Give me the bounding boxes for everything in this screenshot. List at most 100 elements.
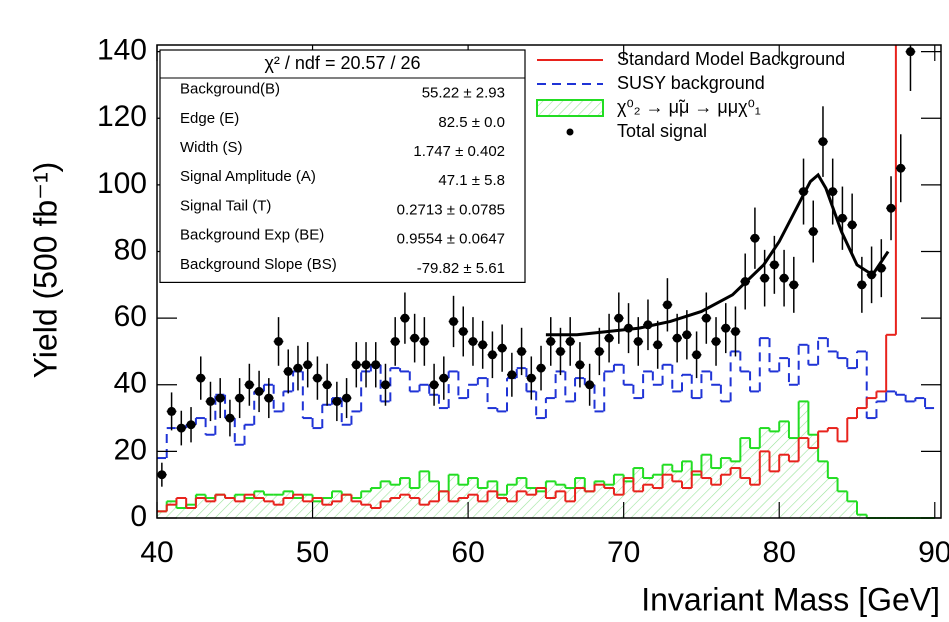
data-point <box>896 163 906 173</box>
hist-fill <box>545 481 556 518</box>
hist-fill <box>497 494 507 518</box>
hist-fill <box>788 438 799 518</box>
hist-fill <box>273 494 284 518</box>
hist-fill <box>837 491 848 518</box>
data-point <box>419 336 429 346</box>
hist-fill <box>643 478 653 518</box>
data-point <box>662 300 672 310</box>
stat-label: Signal Amplitude (A) <box>180 168 316 185</box>
hist-fill <box>215 494 226 518</box>
stat-value: 0.9554 ± 0.0647 <box>397 231 505 248</box>
hist-fill <box>322 498 332 518</box>
hist-fill <box>293 498 303 518</box>
data-point <box>167 406 177 416</box>
data-point <box>730 326 740 336</box>
hist-fill <box>604 484 614 518</box>
stat-label: Background Slope (BS) <box>180 256 337 273</box>
hist-fill <box>429 481 439 518</box>
hist-fill <box>526 488 537 518</box>
data-point <box>837 213 847 223</box>
data-point <box>458 326 468 336</box>
hist-fill <box>672 471 682 518</box>
hist-fill <box>662 464 673 518</box>
data-point <box>497 343 507 353</box>
x-tick-label: 60 <box>451 536 484 569</box>
plot-frame <box>156 44 942 519</box>
data-point <box>478 340 488 350</box>
data-point <box>886 203 896 213</box>
data-point <box>235 393 245 403</box>
hist-fill <box>565 488 576 518</box>
hist-fill <box>720 458 731 518</box>
stat-value: 0.2713 ± 0.0785 <box>397 201 505 218</box>
data-point <box>555 346 565 356</box>
plot-area <box>157 45 935 519</box>
hist-fill <box>613 474 624 518</box>
legend-label: Standard Model Background <box>617 49 845 69</box>
data-point <box>614 313 624 323</box>
data-point <box>750 233 760 243</box>
hist-fill <box>477 488 488 518</box>
data-point <box>857 280 867 290</box>
fit-curve <box>545 172 890 337</box>
hist-fill <box>759 428 770 518</box>
data-point <box>254 386 264 396</box>
data-point <box>283 366 293 376</box>
data-point <box>808 227 818 237</box>
data-point <box>410 333 420 343</box>
data-point <box>594 346 604 356</box>
hist-fill <box>458 484 469 518</box>
hist-fill <box>380 481 391 518</box>
data-point <box>526 373 536 383</box>
data-point <box>905 47 915 57</box>
x-axis-title: Invariant Mass [GeV] <box>641 581 940 617</box>
x-tick-label: 70 <box>607 536 640 569</box>
hist-fill <box>857 514 867 518</box>
data-point <box>487 350 497 360</box>
hist-fill <box>701 454 712 518</box>
hist-fill <box>682 461 692 518</box>
data-point <box>692 350 702 360</box>
legend-label: χ⁰₂ → μ̃μ → μμχ⁰₁ <box>617 97 761 117</box>
data-point <box>828 187 838 197</box>
y-tick-label: 60 <box>114 300 147 333</box>
y-tick-label: 0 <box>130 500 147 533</box>
data-point <box>682 330 692 340</box>
stat-value: 47.1 ± 5.8 <box>438 172 505 189</box>
y-axis-title: Yield (500 fb⁻¹) <box>27 162 63 379</box>
stat-value: -79.82 ± 5.61 <box>417 260 505 277</box>
data-point <box>205 396 215 406</box>
data-point <box>818 137 828 147</box>
y-tick-label: 100 <box>97 167 147 200</box>
stat-label: Signal Tail (T) <box>180 197 271 214</box>
data-point <box>293 363 303 373</box>
stat-value: 82.5 ± 0.0 <box>438 114 505 131</box>
hist-fill <box>205 498 216 518</box>
data-point <box>176 423 186 433</box>
data-point <box>225 413 235 423</box>
data-point <box>186 420 196 430</box>
hist-fill <box>468 478 478 518</box>
hist-fill <box>438 491 449 518</box>
data-point <box>769 260 779 270</box>
data-point <box>449 316 459 326</box>
data-point <box>575 360 585 370</box>
x-tick-label: 50 <box>296 536 329 569</box>
hist-fill <box>847 501 857 518</box>
hist-fill <box>166 501 177 518</box>
data-point <box>264 393 274 403</box>
hist-fill <box>409 488 420 518</box>
hist-fill <box>691 474 702 518</box>
data-point <box>322 380 332 390</box>
stat-value: 1.747 ± 0.402 <box>413 143 505 160</box>
data-point <box>546 336 556 346</box>
data-point <box>779 273 789 283</box>
hist-fill <box>400 478 410 518</box>
data-point <box>371 360 381 370</box>
hist-fill <box>302 494 313 518</box>
data-point <box>536 363 546 373</box>
hist-fill <box>332 491 342 518</box>
hist-fill <box>341 494 352 518</box>
